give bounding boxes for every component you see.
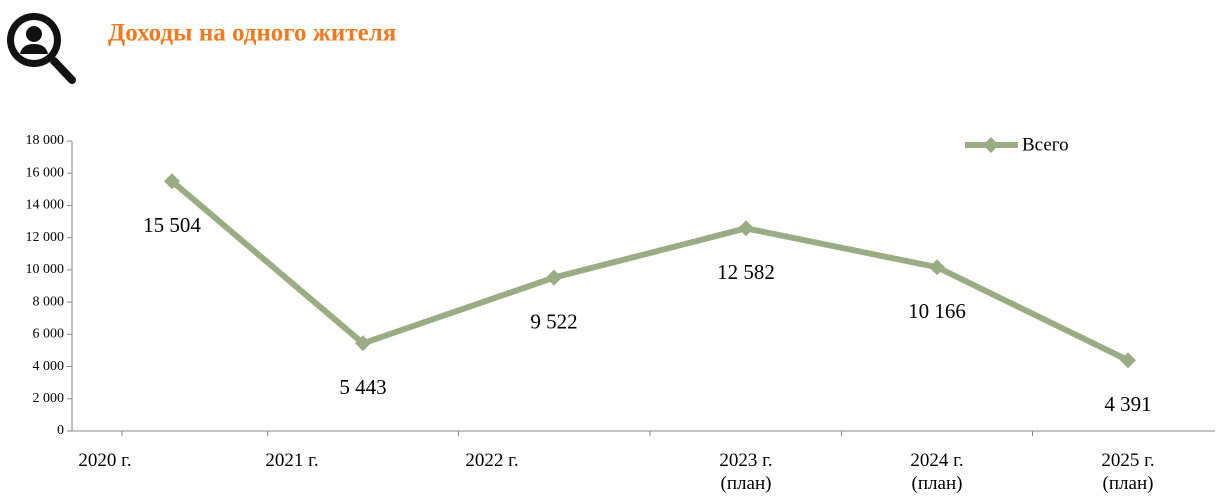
data-point [929,259,945,276]
data-label: 10 166 [908,299,966,323]
search-user-icon [7,13,76,84]
chart-title: Доходы на одного жителя [108,20,396,47]
x-tick-label: 2022 г. [465,450,519,471]
data-point [164,173,180,190]
y-tick-label: 10 000 [26,262,65,277]
data-point [546,269,562,286]
y-tick-label: 2 000 [33,391,65,406]
data-label: 5 443 [339,375,386,399]
data-label: 9 522 [530,309,577,333]
data-label: 15 504 [143,213,201,237]
data-label: 12 582 [717,260,775,284]
y-tick-label: 16 000 [26,165,65,180]
x-tick-label: 2025 г. (план) [1101,450,1155,494]
y-tick-label: 14 000 [26,198,65,213]
legend-marker [983,137,999,153]
data-point [1120,352,1136,369]
x-tick-label: 2021 г. [265,450,319,471]
y-tick-label: 6 000 [33,327,65,342]
data-label: 4 391 [1104,392,1151,416]
y-tick-label: 8 000 [33,294,65,309]
y-tick-label: 4 000 [33,359,65,374]
data-point [738,220,754,237]
data-point [355,335,371,352]
y-tick-label: 0 [57,423,64,438]
x-tick-label: 2024 г. (план) [910,450,964,494]
series-line [170,178,1130,363]
y-tick-label: 12 000 [26,230,65,245]
x-tick-label: 2023 г. (план) [719,450,773,494]
y-tick-label: 18 000 [26,133,65,148]
legend-label: Всего [1022,134,1069,155]
x-tick-label: 2020 г. [78,450,132,471]
